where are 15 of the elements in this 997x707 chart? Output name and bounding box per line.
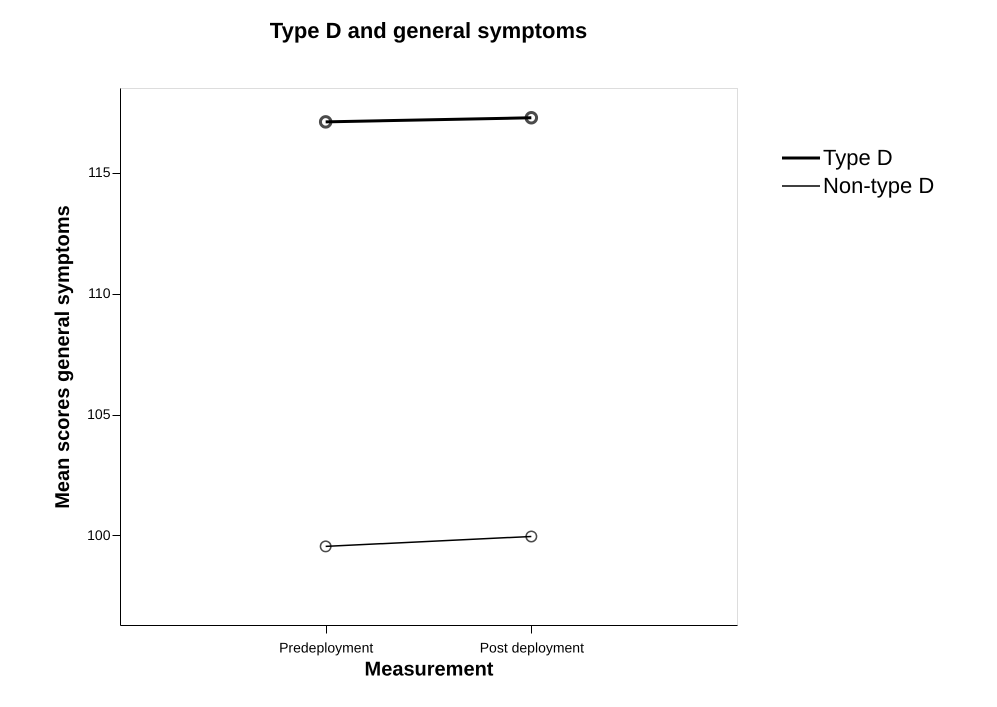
point — [525, 530, 538, 542]
x-axis-title: Measurement — [364, 658, 494, 680]
x-tick-label: Predeployment — [279, 640, 374, 656]
y-axis-title: Mean scores general symptoms — [52, 205, 74, 509]
y-tick-label: 105 — [87, 406, 111, 422]
point — [320, 540, 332, 552]
y-tick-label: 115 — [88, 164, 111, 180]
point — [524, 111, 538, 124]
x-tick-label: Post deployment — [480, 640, 584, 656]
legend-label: Non-type D — [823, 173, 934, 198]
y-tick-label: 100 — [87, 527, 111, 543]
legend-label: Type D — [823, 145, 893, 170]
y-tick-label: 110 — [88, 285, 111, 302]
point — [318, 115, 332, 129]
chart-title: Type D and general symptoms — [270, 18, 588, 43]
